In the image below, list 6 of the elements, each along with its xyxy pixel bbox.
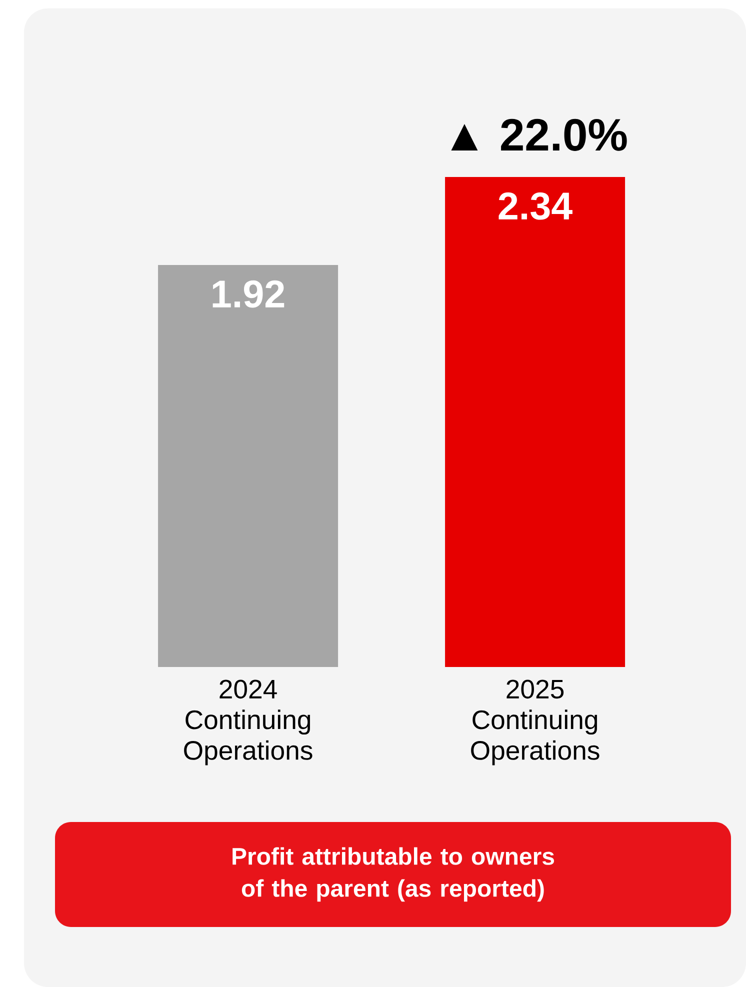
text: Profit attributable to owners of the parent (as reported) bbox=[232, 847, 554, 902]
text: ▲ 22.0% bbox=[451, 118, 627, 151]
x-tick-label: 2025 Continuing Operations bbox=[471, 680, 600, 766]
data-label: 1.92 bbox=[212, 280, 284, 308]
data-label: 2.34 bbox=[498, 192, 572, 220]
x-tick-label: 2024 Continuing Operations bbox=[184, 680, 312, 766]
